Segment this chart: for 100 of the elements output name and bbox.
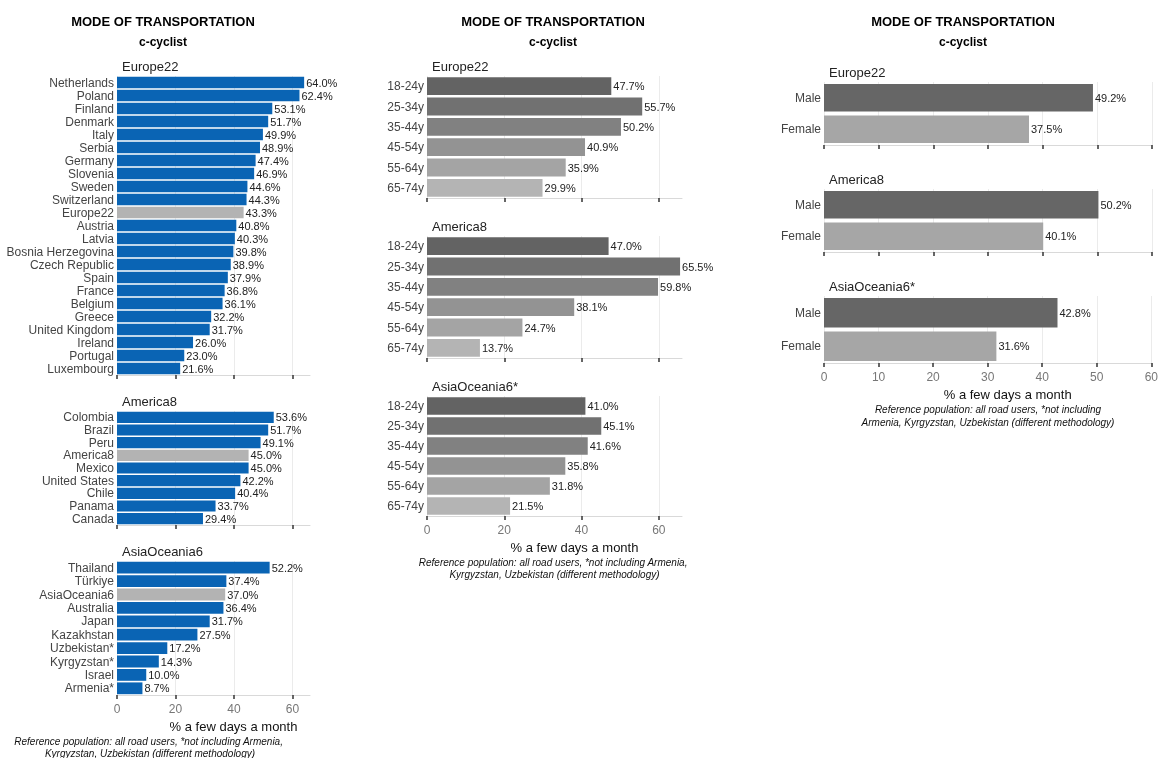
x-axis-title: % a few days a month: [510, 540, 639, 555]
data-label: 29.4%: [204, 512, 237, 525]
bar: [117, 362, 181, 375]
y-tick-label: 35-44y: [387, 439, 424, 453]
x-tick-label: 0: [423, 523, 431, 537]
bar: [427, 117, 621, 136]
data-label: 40.3%: [236, 232, 269, 245]
y-tick-label: Bosnia Herzegovina: [6, 244, 115, 259]
chart-title: America8: [432, 219, 487, 234]
y-tick-label: 25-34y: [387, 259, 424, 274]
bar: [117, 232, 235, 245]
data-label: 50.2%: [622, 120, 655, 133]
bar: [117, 449, 249, 461]
y-tick-label: 65-74y: [387, 340, 424, 355]
y-tick-label: Male: [794, 90, 822, 105]
y-tick-label: 55-64y: [387, 479, 424, 493]
x-axis-title: % a few days a month: [943, 387, 1072, 402]
chart-title: America8: [122, 394, 177, 409]
x-tick-label: 50: [1090, 370, 1104, 384]
data-label: 51.7%: [270, 424, 302, 436]
y-tick-label: Uzbekistan*: [49, 641, 115, 656]
data-label: 40.8%: [238, 219, 270, 232]
data-label: 53.1%: [274, 102, 306, 115]
y-tick-label: Female: [780, 229, 822, 244]
bar: [427, 277, 659, 296]
data-label: 13.7%: [481, 341, 514, 354]
y-tick-label: Italy: [91, 127, 114, 142]
data-label: 38.9%: [232, 258, 265, 271]
bar: [427, 97, 643, 116]
data-label: 40.4%: [237, 487, 269, 500]
chart-title: AsiaOceania6: [122, 544, 203, 559]
data-label: 45.0%: [250, 462, 282, 474]
y-tick-label: Kyrgyzstan*: [49, 654, 115, 669]
x-tick-label: 60: [1144, 370, 1159, 384]
data-label: 35.9%: [567, 161, 600, 174]
y-tick-label: 35-44y: [387, 119, 424, 134]
y-tick-label: 55-64y: [387, 160, 424, 175]
y-tick-label: Canada: [71, 511, 115, 526]
y-tick-label: 35-44y: [387, 279, 424, 294]
y-tick-label: United States: [41, 473, 114, 488]
y-tick-label: Latvia: [81, 231, 115, 246]
data-label: 44.6%: [249, 180, 281, 193]
data-label: 24.7%: [524, 321, 556, 334]
chart-title: Europe22: [829, 65, 886, 80]
y-tick-label: Kazakhstan: [51, 627, 114, 642]
y-tick-label: Ireland: [77, 335, 114, 350]
y-tick-label: 18-24y: [387, 399, 424, 413]
bar: [427, 338, 480, 357]
bar: [117, 206, 244, 219]
data-label: 10.0%: [148, 668, 180, 681]
y-tick-label: 25-34y: [387, 419, 424, 433]
data-label: 47.4%: [257, 154, 290, 167]
x-tick-label: 20: [926, 370, 941, 384]
y-tick-label: Mexico: [75, 461, 115, 475]
bar: [117, 115, 269, 128]
data-label: 37.0%: [227, 588, 259, 601]
chart-title: AsiaOceania6*: [432, 379, 518, 394]
data-label: 45.0%: [250, 449, 282, 462]
data-label: 33.7%: [217, 500, 249, 512]
y-tick-label: America8: [63, 448, 115, 463]
y-tick-label: Israel: [84, 667, 114, 682]
bar: [427, 158, 566, 177]
y-tick-label: Female: [780, 122, 822, 137]
text: c-cyclist: [938, 35, 988, 49]
bar: [427, 477, 550, 495]
x-tick-label: 40: [1035, 370, 1050, 384]
x-tick-label: 10: [871, 370, 886, 384]
y-tick-label: Chile: [86, 486, 115, 501]
data-label: 55.7%: [644, 100, 676, 113]
data-label: 41.6%: [589, 440, 622, 452]
y-tick-label: Europe22: [61, 205, 115, 220]
bar: [117, 154, 256, 167]
bar: [117, 180, 248, 193]
data-label: 38.1%: [576, 301, 608, 314]
y-tick-label: Luxembourg: [47, 361, 114, 376]
y-tick-label: Male: [794, 197, 822, 212]
data-label: 32.2%: [213, 310, 245, 323]
x-tick-label: 20: [168, 702, 183, 716]
data-label: 31.7%: [211, 615, 244, 628]
bar: [117, 258, 231, 271]
text: Reference population: all road users, *not including Armenia, Kyrgyzstan, Uzbekistan (different methodology): [418, 556, 691, 580]
bar: [427, 178, 543, 197]
bar: [117, 76, 305, 89]
data-label: 31.7%: [211, 323, 244, 336]
y-tick-label: Australia: [67, 600, 115, 615]
data-label: 47.7%: [613, 80, 645, 93]
x-tick-label: 40: [574, 523, 589, 537]
data-label: 8.7%: [144, 682, 170, 695]
data-label: 26.0%: [195, 336, 227, 349]
y-tick-label: 45-54y: [387, 300, 424, 315]
bar: [427, 237, 609, 256]
y-tick-label: Netherlands: [49, 75, 114, 90]
data-label: 37.9%: [229, 271, 262, 284]
chart-title: America8: [829, 172, 884, 187]
data-label: 40.9%: [587, 141, 619, 154]
data-label: 36.4%: [225, 601, 257, 614]
x-tick-label: 40: [227, 702, 241, 716]
data-label: 64.0%: [306, 76, 338, 89]
y-tick-label: 18-24y: [387, 79, 424, 94]
data-label: 37.5%: [1031, 123, 1063, 136]
